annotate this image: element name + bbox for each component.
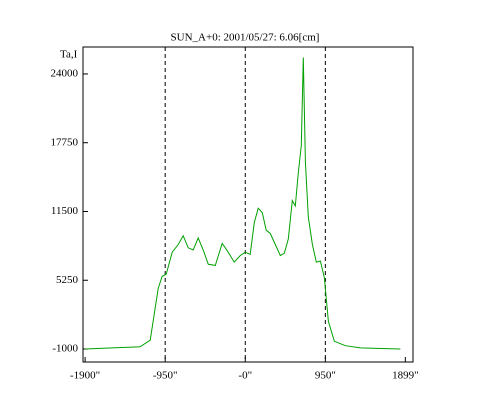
x-tick-label: -950" (153, 370, 178, 382)
y-tick-label: -1000 (52, 343, 78, 355)
y-tick-label: 17750 (51, 136, 79, 148)
x-tick-label: 950" (315, 370, 336, 382)
y-tick-label: 11500 (51, 205, 79, 217)
chart-title: SUN_A+0: 2001/05/27: 6.06[cm] (171, 32, 320, 44)
data-line (85, 57, 401, 350)
x-tick-label: -1900" (70, 370, 100, 382)
x-tick-label: -0" (238, 370, 252, 382)
x-tick-label: 1899" (392, 370, 419, 382)
y-axis-label: Ta,I (60, 49, 78, 61)
y-tick-label: 24000 (51, 67, 79, 79)
plot-frame (82, 46, 414, 363)
y-tick-label: 5250 (56, 274, 79, 286)
